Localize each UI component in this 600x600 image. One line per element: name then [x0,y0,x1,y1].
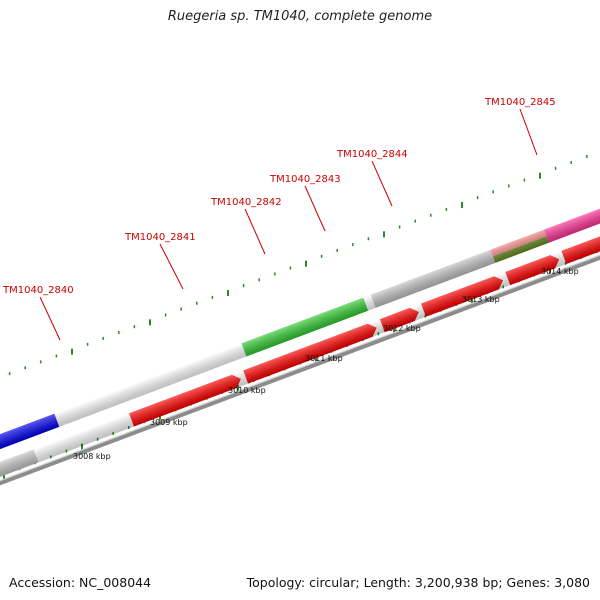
map-title: Ruegeria sp. TM1040, complete genome [167,9,433,24]
scale-label: 3008 kbp [73,452,111,461]
gene-leader-line [39,296,61,341]
gene-label[interactable]: TM1040_2842 [210,197,282,208]
gene-label[interactable]: TM1040_2843 [269,174,341,185]
gene-label[interactable]: TM1040_2841 [124,232,196,243]
gene-label[interactable]: TM1040_2844 [336,149,408,160]
gene-label[interactable]: TM1040_2845 [484,97,556,108]
genome-backbone [0,191,600,512]
gene-label[interactable]: TM1040_2840 [2,285,74,296]
scale-label: 3012 kbp [383,324,421,333]
gene-leader-line [159,243,184,290]
scale-label: 3010 kbp [228,386,266,395]
reverse-row-shading [0,181,600,483]
forward-row-shading [0,159,600,452]
scale-label: 3009 kbp [150,418,188,427]
gene-leader-line [304,185,326,232]
outer-tick-row [8,155,588,376]
gene-leader-line [244,208,266,255]
genome-summary-text: Topology: circular; Length: 3,200,938 bp… [246,575,590,590]
scale-label: 3013 kbp [462,295,500,304]
gene-label-group: TM1040_2840 TM1040_2841 TM1040_2842 TM1040_… [2,97,556,341]
gene-leader-line [371,160,393,207]
scale-label: 3014 kbp [541,267,579,276]
gene-leader-line [519,108,538,156]
accession-text: Accession: NC_008044 [9,575,152,590]
scale-label-group: 3008 kbp 3009 kbp 3010 kbp 3011 kbp 3012 kbp… [73,267,579,461]
scale-label: 3011 kbp [305,354,343,363]
backbone-highlight [0,190,600,508]
